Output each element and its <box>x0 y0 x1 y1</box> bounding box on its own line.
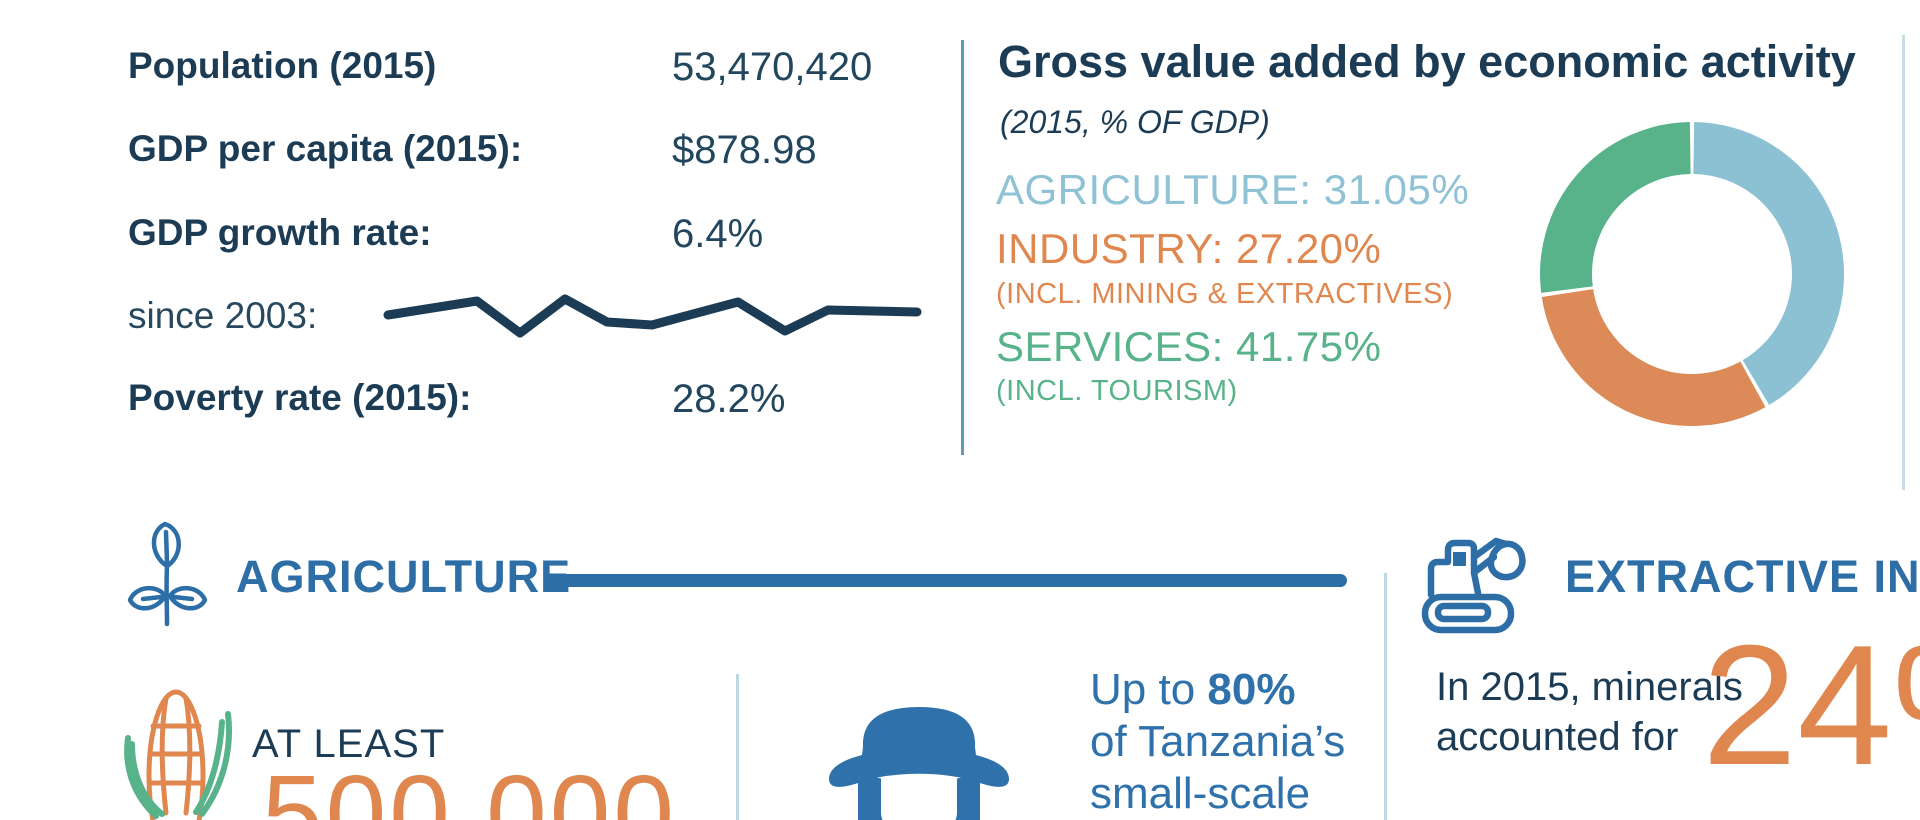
stat-label-since-2003: since 2003: <box>128 295 318 336</box>
gva-donut-chart <box>1540 122 1844 426</box>
gva-note-mining: (INCL. MINING & EXTRACTIVES) <box>996 278 1454 310</box>
small-scale-farmers-text: Up to 80% of Tanzania’s small-scale <box>1090 664 1345 820</box>
upto-line3: small-scale <box>1090 769 1311 818</box>
stat-value-poverty: 28.2% <box>672 377 786 421</box>
gva-line-industry: INDUSTRY: 27.20% <box>996 225 1382 272</box>
upto-80pct: 80% <box>1207 665 1296 714</box>
divider-stats-gva <box>961 40 964 455</box>
gdp-growth-sparkline <box>383 294 922 338</box>
stat-value-gdp-growth: 6.4% <box>672 212 764 256</box>
stat-label-gdp-growth: GDP growth rate: <box>128 212 432 253</box>
extractive-section-heading: EXTRACTIVE INDUSTRIES <box>1565 551 1920 602</box>
gva-subtitle: (2015, % OF GDP) <box>1000 104 1270 140</box>
upto-line2: of Tanzania’s <box>1090 717 1346 766</box>
agriculture-section-heading: AGRICULTURE <box>236 551 572 602</box>
stat-label-population: Population (2015) <box>128 45 437 86</box>
gva-note-tourism: (INCL. TOURISM) <box>996 375 1238 407</box>
donut-segment-services <box>1540 122 1692 293</box>
gva-line-agriculture: AGRICULTURE: 31.05% <box>996 166 1470 213</box>
donut-segment-industry <box>1541 288 1766 426</box>
gva-line-services: SERVICES: 41.75% <box>996 323 1382 370</box>
farmer-hat-icon <box>829 707 1009 820</box>
minerals-line1: In 2015, minerals <box>1436 665 1743 709</box>
minerals-big-number: 24% <box>1702 610 1920 801</box>
farmers-big-number: 500,000 <box>262 753 678 820</box>
excavator-icon <box>1421 537 1526 634</box>
plant-leaf-icon <box>127 521 208 627</box>
minerals-text: In 2015, minerals accounted for <box>1436 662 1743 762</box>
upto-prefix: Up to <box>1090 665 1208 714</box>
divider-right-edge <box>1902 35 1905 490</box>
gva-title: Gross value added by economic activity <box>998 36 1856 87</box>
at-least-label: AT LEAST <box>252 722 446 766</box>
corn-icon <box>124 689 232 820</box>
divider-agriculture-extractive <box>1384 573 1387 820</box>
stat-value-gdp-per-capita: $878.98 <box>672 128 817 172</box>
stat-label-poverty: Poverty rate (2015): <box>128 377 472 418</box>
donut-segment-agriculture <box>1692 122 1844 405</box>
stat-label-gdp-per-capita: GDP per capita (2015): <box>128 128 523 169</box>
minerals-line2: accounted for <box>1436 715 1679 759</box>
agriculture-heading-rule <box>545 574 1347 587</box>
stat-value-population: 53,470,420 <box>672 45 873 89</box>
divider-corn-farmer <box>736 674 739 820</box>
